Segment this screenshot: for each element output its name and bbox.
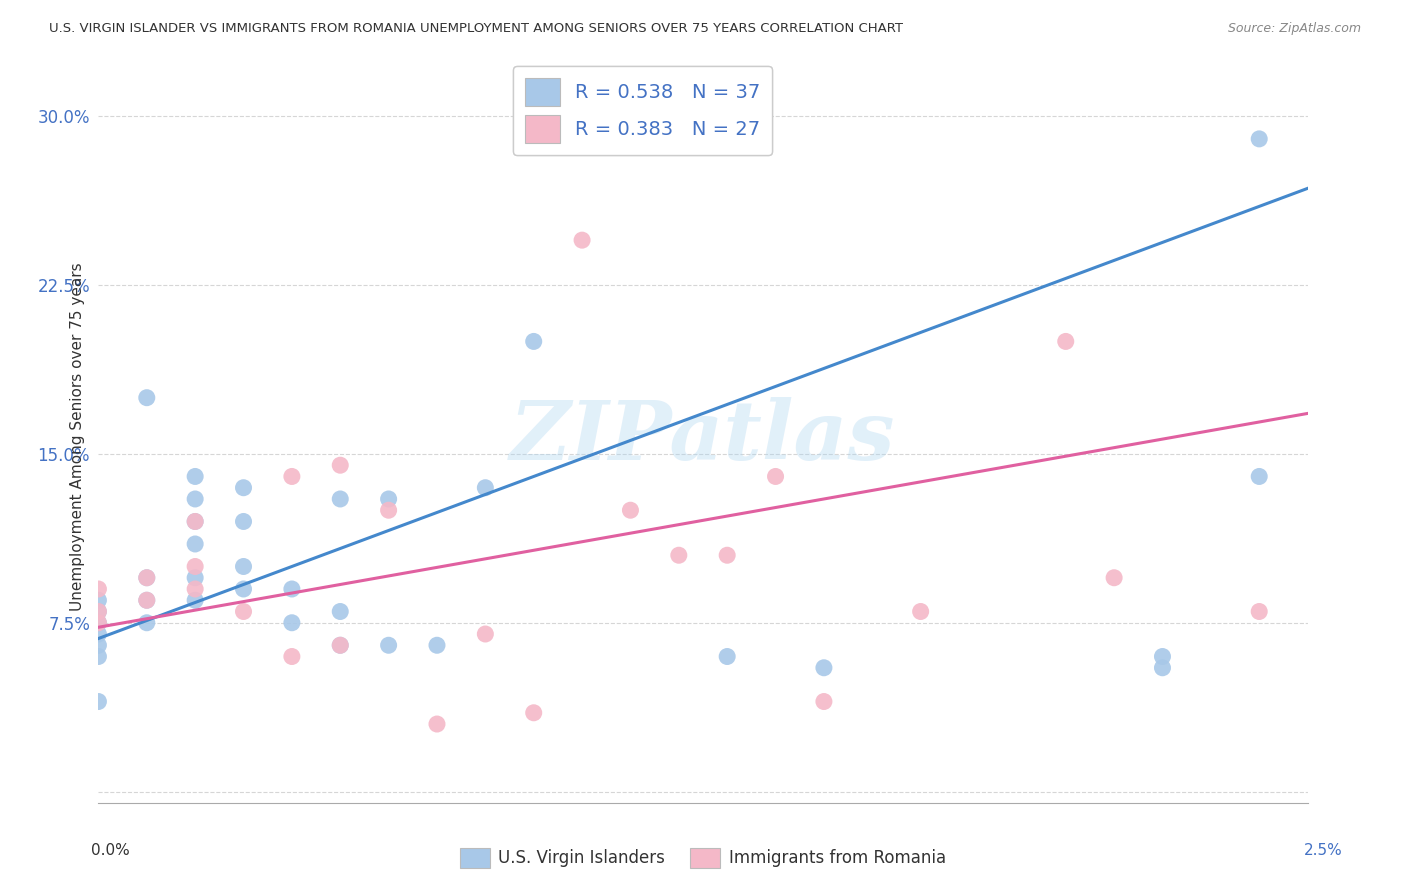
Point [329, 638, 352, 652]
Point [523, 706, 546, 720]
Point [1152, 661, 1174, 675]
Point [281, 582, 304, 596]
Point [184, 491, 207, 506]
Text: U.S. VIRGIN ISLANDER VS IMMIGRANTS FROM ROMANIA UNEMPLOYMENT AMONG SENIORS OVER : U.S. VIRGIN ISLANDER VS IMMIGRANTS FROM … [49, 22, 903, 36]
Point [87, 593, 110, 607]
Point [135, 615, 157, 630]
Point [716, 649, 738, 664]
Point [426, 717, 449, 731]
Point [329, 605, 352, 619]
Point [1152, 649, 1174, 664]
Point [184, 582, 207, 596]
Point [716, 548, 738, 562]
Point [184, 469, 207, 483]
Point [87, 605, 110, 619]
Point [377, 638, 399, 652]
Point [232, 559, 254, 574]
Point [281, 615, 304, 630]
Point [184, 515, 207, 529]
Point [135, 391, 157, 405]
Point [668, 548, 690, 562]
Point [184, 515, 207, 529]
Point [184, 593, 207, 607]
Point [329, 638, 352, 652]
Point [765, 469, 787, 483]
Point [377, 491, 399, 506]
Point [232, 515, 254, 529]
Point [571, 233, 593, 247]
Point [184, 571, 207, 585]
Point [377, 503, 399, 517]
Point [87, 627, 110, 641]
Point [329, 458, 352, 473]
Point [1054, 334, 1077, 349]
Point [1102, 571, 1125, 585]
Point [281, 469, 304, 483]
Point [474, 481, 496, 495]
Point [426, 638, 449, 652]
Point [87, 615, 110, 630]
Point [813, 661, 835, 675]
Point [523, 334, 546, 349]
Point [87, 582, 110, 596]
Text: 0.0%: 0.0% [91, 843, 131, 858]
Point [87, 615, 110, 630]
Point [135, 571, 157, 585]
Point [87, 649, 110, 664]
Point [184, 537, 207, 551]
Point [910, 605, 932, 619]
Point [1249, 132, 1271, 146]
Point [813, 694, 835, 708]
Y-axis label: Unemployment Among Seniors over 75 years: Unemployment Among Seniors over 75 years [69, 263, 84, 611]
Point [87, 694, 110, 708]
Point [619, 503, 641, 517]
Point [87, 638, 110, 652]
Text: Source: ZipAtlas.com: Source: ZipAtlas.com [1227, 22, 1361, 36]
Point [281, 649, 304, 664]
Point [1249, 469, 1271, 483]
Point [135, 571, 157, 585]
Point [1249, 605, 1271, 619]
Point [232, 605, 254, 619]
Point [135, 593, 157, 607]
Legend: R = 0.538   N = 37, R = 0.383   N = 27: R = 0.538 N = 37, R = 0.383 N = 27 [513, 66, 772, 154]
Text: ZIPatlas: ZIPatlas [510, 397, 896, 477]
Point [232, 481, 254, 495]
Point [135, 593, 157, 607]
Point [184, 559, 207, 574]
Text: 2.5%: 2.5% [1303, 843, 1343, 858]
Point [474, 627, 496, 641]
Point [232, 582, 254, 596]
Point [87, 605, 110, 619]
Legend: U.S. Virgin Islanders, Immigrants from Romania: U.S. Virgin Islanders, Immigrants from R… [454, 841, 952, 875]
Point [329, 491, 352, 506]
